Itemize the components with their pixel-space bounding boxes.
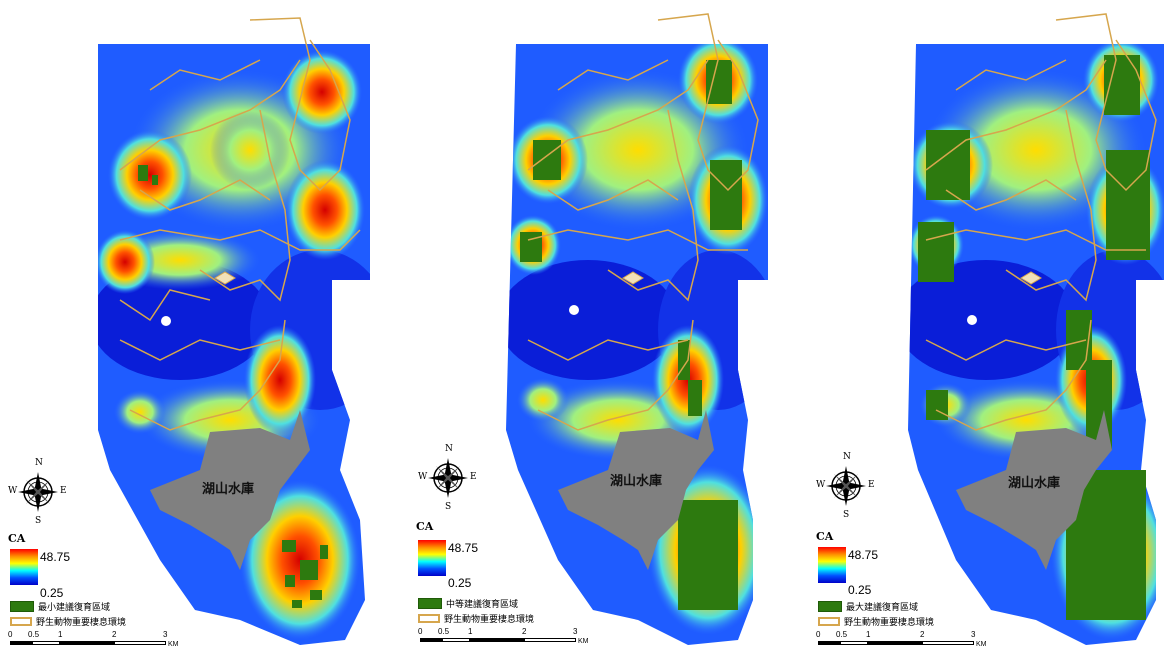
habitat-label: 野生動物重要棲息環境 bbox=[844, 617, 935, 628]
compass-s: S bbox=[35, 516, 42, 526]
legend-min: 0.25 bbox=[448, 576, 472, 590]
compass-rose-icon: N S W E bbox=[816, 452, 876, 524]
legend-min: 0.25 bbox=[40, 586, 64, 600]
legend-max: 48.75 bbox=[40, 550, 71, 564]
reservoir bbox=[956, 410, 1112, 570]
compass-w: W bbox=[8, 486, 18, 496]
legend-habitat: 野生動物重要棲息環境 bbox=[418, 612, 535, 625]
scale-tick: 2 bbox=[920, 630, 925, 639]
restoration-swatch bbox=[818, 600, 842, 612]
legend-title: CA bbox=[816, 530, 834, 543]
compass-w: W bbox=[418, 472, 428, 482]
ca-heatmap-map bbox=[908, 13, 1164, 645]
scale-tick: 2 bbox=[112, 630, 117, 639]
restoration-swatch bbox=[10, 600, 34, 612]
legend-max: 48.75 bbox=[848, 548, 879, 562]
scale-tick: 0 bbox=[816, 630, 821, 639]
scale-tick: 0 bbox=[418, 627, 423, 636]
scale-tick: 3 bbox=[971, 630, 976, 639]
legend-habitat: 野生動物重要棲息環境 bbox=[10, 615, 127, 628]
compass-s: S bbox=[445, 502, 452, 512]
scale-tick: 1 bbox=[58, 630, 63, 639]
scale-unit: KM bbox=[578, 638, 589, 645]
restoration-swatch bbox=[418, 597, 442, 609]
scale-tick: 2 bbox=[522, 627, 527, 636]
scale-bar: 0 0.5 1 2 3 KM bbox=[816, 630, 987, 652]
legend-restoration: 中等建議復育區域 bbox=[418, 597, 519, 610]
scale-tick: 3 bbox=[163, 630, 168, 639]
reservoir bbox=[150, 410, 310, 570]
ca-heatmap-map bbox=[506, 13, 768, 645]
legend-restoration: 最大建議復育區域 bbox=[818, 600, 919, 613]
scale-unit: KM bbox=[976, 641, 987, 648]
restoration-area bbox=[520, 60, 742, 610]
reservoir-label: 湖山水庫 bbox=[610, 474, 663, 489]
reservoir bbox=[558, 410, 714, 570]
legend-color-ramp bbox=[818, 547, 846, 583]
scale-tick: 3 bbox=[573, 627, 578, 636]
scale-tick: 0 bbox=[8, 630, 13, 639]
legend-restoration: 最小建議復育區域 bbox=[10, 600, 111, 613]
legend-title: CA bbox=[416, 520, 434, 533]
restoration-label: 中等建議復育區域 bbox=[446, 599, 519, 610]
habitat-routes bbox=[527, 13, 759, 431]
scale-tick: 1 bbox=[866, 630, 871, 639]
habitat-label: 野生動物重要棲息環境 bbox=[444, 614, 535, 625]
compass-e: E bbox=[470, 472, 477, 482]
habitat-routes bbox=[119, 17, 361, 431]
scale-unit: KM bbox=[168, 641, 179, 648]
legend-habitat: 野生動物重要棲息環境 bbox=[818, 615, 935, 628]
scale-tick: 0.5 bbox=[28, 630, 40, 639]
habitat-swatch bbox=[418, 613, 440, 623]
legend-color-ramp bbox=[418, 540, 446, 576]
scale-bar: 0 0.5 1 2 3 KM bbox=[8, 630, 179, 652]
reservoir-label: 湖山水庫 bbox=[1008, 476, 1061, 491]
compass-n: N bbox=[843, 452, 851, 462]
scale-bar: 0 0.5 1 2 3 KM bbox=[418, 627, 589, 649]
habitat-label: 野生動物重要棲息環境 bbox=[36, 617, 127, 628]
compass-w: W bbox=[816, 480, 826, 490]
legend-color-ramp bbox=[10, 549, 38, 585]
ca-heatmap-map bbox=[98, 17, 370, 645]
map-panel-minimum: 湖山水庫 N S W E CA 48.75 0.25 最小建議復育區域 野生動物… bbox=[0, 0, 388, 657]
map-panel-maximum: 湖山水庫 N S W E CA 48.75 0.25 最大建議復育區域 野生動物… bbox=[776, 0, 1166, 657]
compass-n: N bbox=[445, 444, 453, 454]
legend-max: 48.75 bbox=[448, 541, 479, 555]
scale-tick: 0.5 bbox=[836, 630, 848, 639]
restoration-area bbox=[138, 165, 328, 608]
compass-e: E bbox=[868, 480, 875, 490]
legend-title: CA bbox=[8, 532, 26, 545]
scale-tick: 1 bbox=[468, 627, 473, 636]
habitat-routes bbox=[925, 13, 1157, 431]
map-panel-medium: 湖山水庫 N S W E CA 48.75 0.25 中等建議復育區域 野生動物… bbox=[388, 0, 776, 657]
scale-tick: 0.5 bbox=[438, 627, 450, 636]
compass-s: S bbox=[843, 510, 850, 520]
compass-n: N bbox=[35, 458, 43, 468]
habitat-swatch bbox=[818, 616, 840, 626]
restoration-label: 最小建議復育區域 bbox=[38, 602, 111, 613]
compass-e: E bbox=[60, 486, 67, 496]
habitat-swatch bbox=[10, 616, 32, 626]
reservoir-label: 湖山水庫 bbox=[202, 482, 255, 497]
restoration-label: 最大建議復育區域 bbox=[846, 602, 919, 613]
legend-min: 0.25 bbox=[848, 583, 872, 597]
compass-rose-icon: N S W E bbox=[418, 444, 478, 516]
compass-rose-icon: N S W E bbox=[8, 458, 68, 530]
